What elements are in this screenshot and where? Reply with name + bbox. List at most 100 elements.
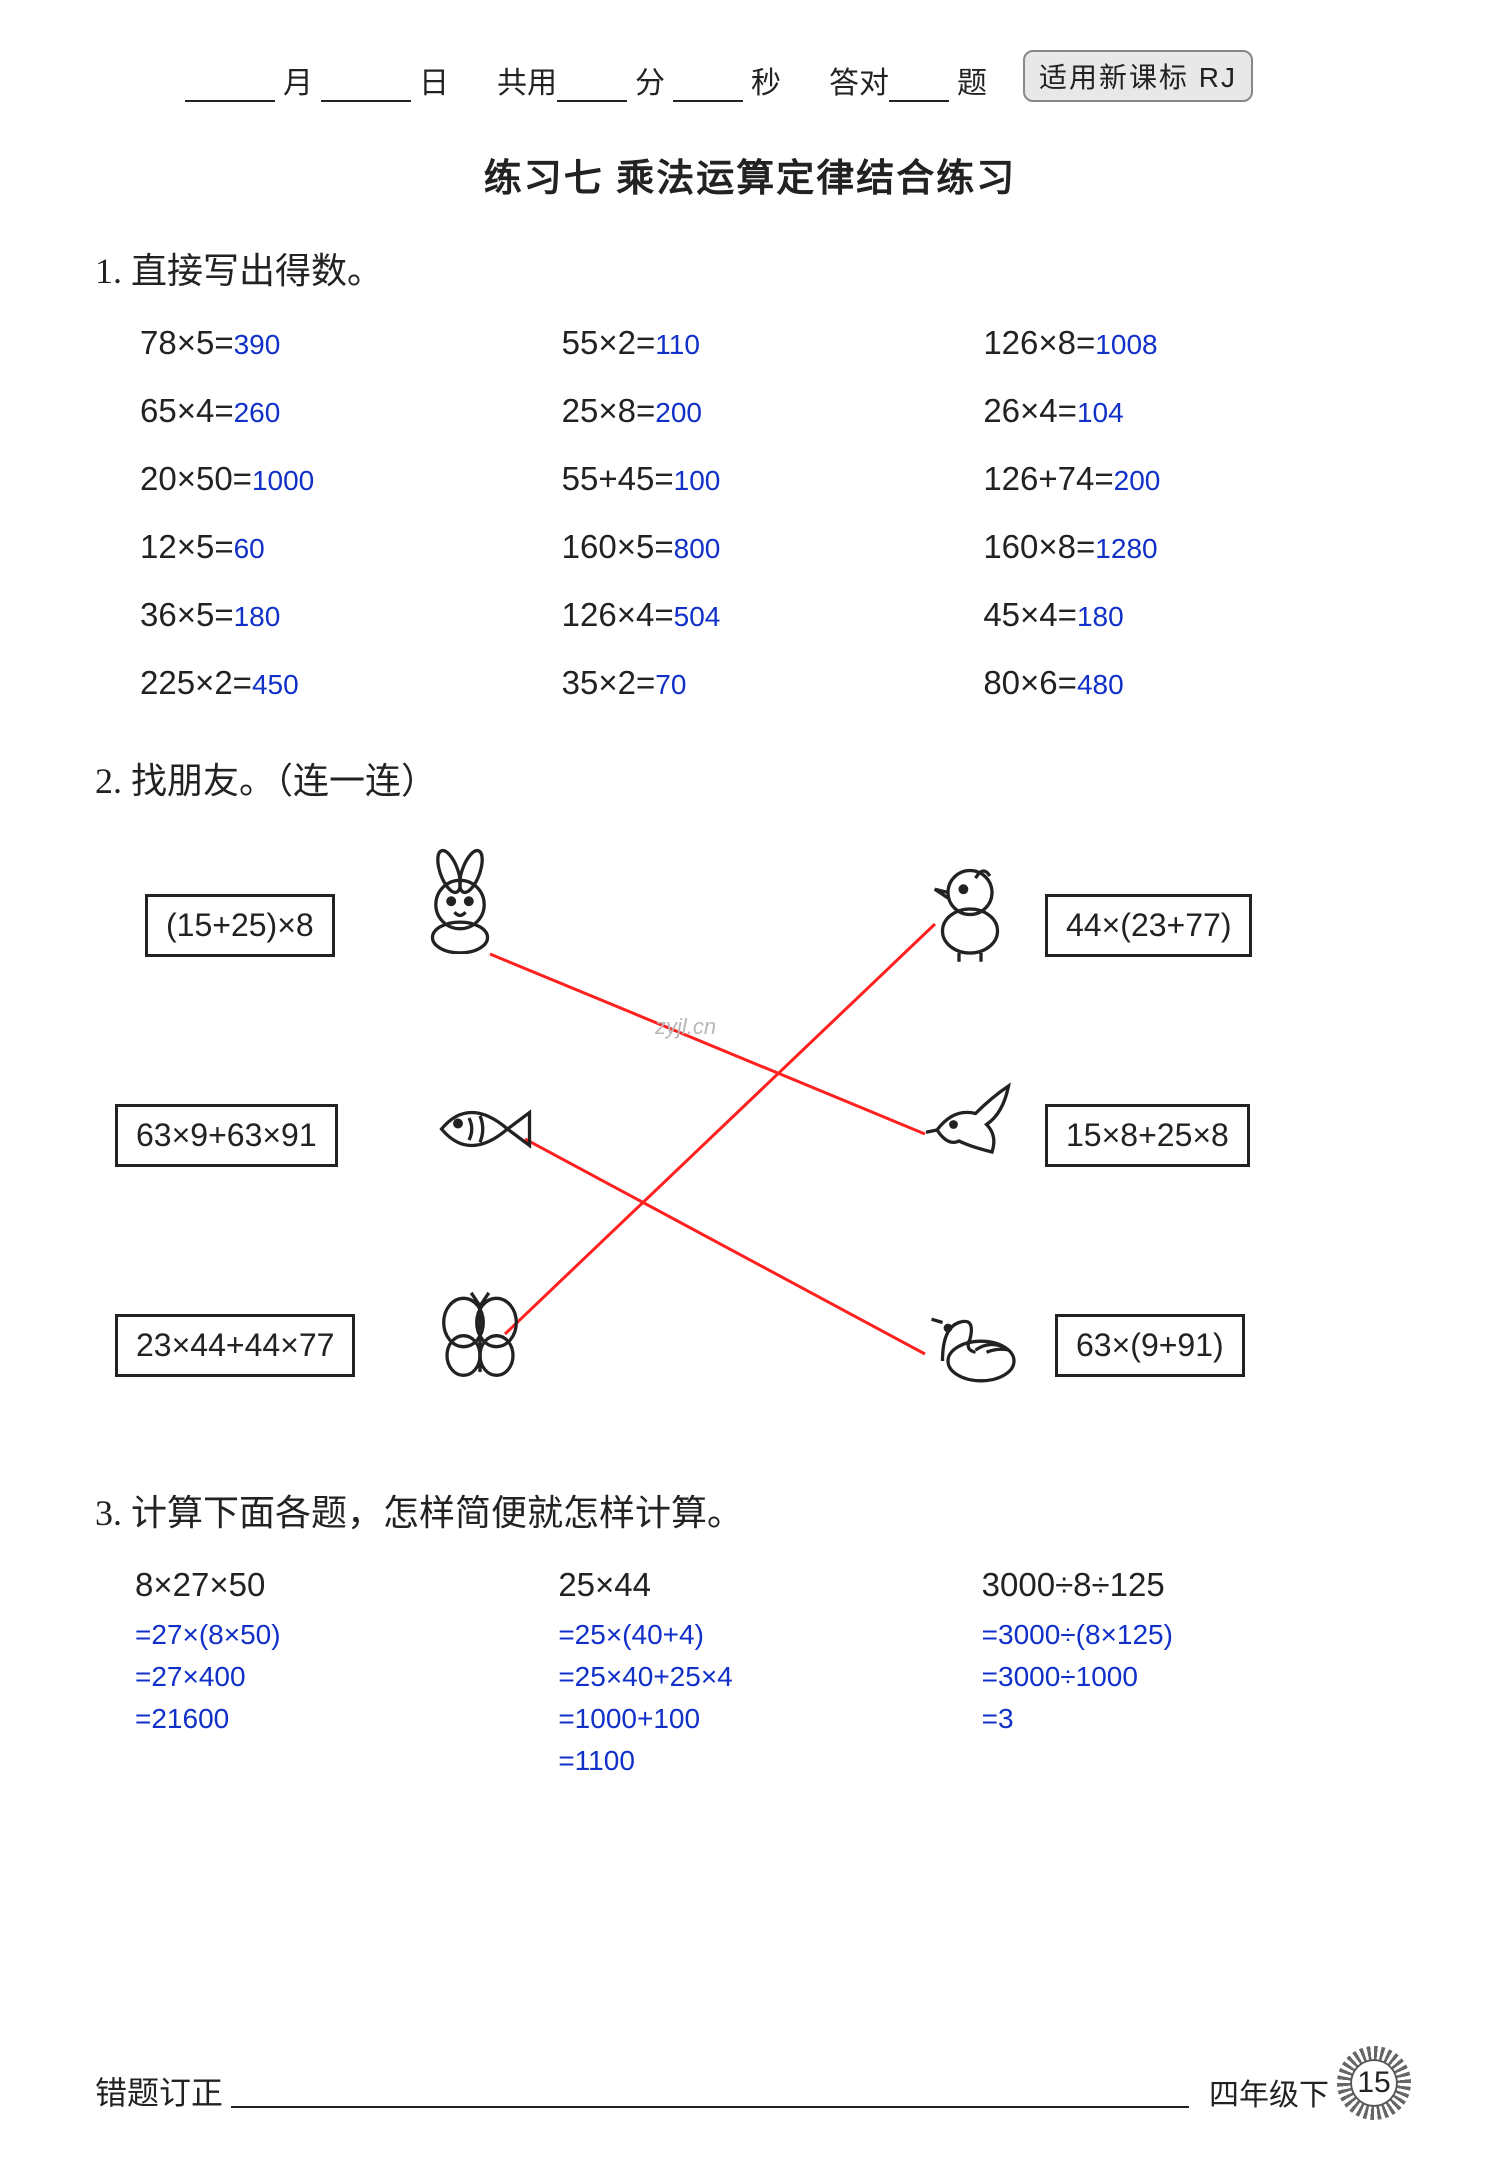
q1-answer: 1000 [252, 465, 314, 496]
dove-icon [915, 1064, 1025, 1174]
q3-step: =27×(8×50) [135, 1619, 558, 1651]
q3-step: =1000+100 [558, 1703, 981, 1735]
q1-item: 36×5=180 [140, 596, 562, 634]
label-month: 月 [283, 58, 313, 102]
label-correct-prefix: 答对 [829, 58, 889, 102]
q1-answer: 100 [674, 465, 721, 496]
q3-step: =3000÷(8×125) [982, 1619, 1405, 1651]
q1-item: 126×4=504 [562, 596, 984, 634]
q2-heading: 2. 找朋友。（连一连） [95, 752, 1405, 804]
q3-step: =27×400 [135, 1661, 558, 1693]
q1-item: 35×2=70 [562, 664, 984, 702]
q1-item: 55×2=110 [562, 324, 984, 362]
label-day: 日 [419, 58, 449, 102]
q3-column: 3000÷8÷125=3000÷(8×125)=3000÷1000=3 [982, 1566, 1405, 1787]
q1-expression: 26×4= [983, 392, 1077, 429]
q1-expression: 160×5= [562, 528, 674, 565]
q1-heading: 1. 直接写出得数。 [95, 242, 1405, 294]
q1-expression: 12×5= [140, 528, 234, 565]
q1-expression: 55×2= [562, 324, 656, 361]
expression-box: 63×(9+91) [1055, 1314, 1245, 1377]
q1-answer: 260 [234, 397, 281, 428]
expression-box: 44×(23+77) [1045, 894, 1252, 957]
q1-expression: 65×4= [140, 392, 234, 429]
q1-answer: 110 [655, 329, 700, 360]
worksheet-header: 月 日 共用 分 秒 答对 题 适用新课标 RJ [185, 50, 1405, 102]
q3-step: =3000÷1000 [982, 1661, 1405, 1693]
rabbit-icon [405, 844, 515, 954]
q1-item: 45×4=180 [983, 596, 1405, 634]
q1-item: 12×5=60 [140, 528, 562, 566]
q3-heading: 3. 计算下面各题，怎样简便就怎样计算。 [95, 1484, 1405, 1536]
chick-icon [915, 854, 1025, 964]
q3-step: =3 [982, 1703, 1405, 1735]
q3-column: 8×27×50=27×(8×50)=27×400=21600 [135, 1566, 558, 1787]
label-min: 分 [635, 58, 665, 102]
q1-expression: 45×4= [983, 596, 1077, 633]
expression-box: 23×44+44×77 [115, 1314, 355, 1377]
q1-answer: 104 [1077, 397, 1124, 428]
q1-item: 20×50=1000 [140, 460, 562, 498]
q1-expression: 126×8= [983, 324, 1095, 361]
q1-grid: 78×5=39055×2=110126×8=100865×4=26025×8=2… [95, 324, 1405, 702]
q1-item: 80×6=480 [983, 664, 1405, 702]
label-sec: 秒 [751, 58, 781, 102]
q1-item: 25×8=200 [562, 392, 984, 430]
q1-answer: 70 [655, 669, 686, 700]
butterfly-icon [425, 1284, 535, 1394]
q1-answer: 390 [234, 329, 281, 360]
expression-box: 15×8+25×8 [1045, 1104, 1250, 1167]
q1-expression: 225×2= [140, 664, 252, 701]
q3-problem: 25×44 [558, 1566, 981, 1604]
q3-step: =1100 [558, 1745, 981, 1777]
q1-expression: 126+74= [983, 460, 1113, 497]
q1-expression: 36×5= [140, 596, 234, 633]
swan-icon [915, 1284, 1025, 1394]
q1-item: 126+74=200 [983, 460, 1405, 498]
q1-answer: 1008 [1095, 329, 1157, 360]
match-line [505, 924, 935, 1334]
q1-expression: 55+45= [562, 460, 674, 497]
q1-item: 160×5=800 [562, 528, 984, 566]
q3-step: =25×(40+4) [558, 1619, 981, 1651]
q1-answer: 200 [655, 397, 702, 428]
footer-grade: 四年级下 [1209, 2070, 1329, 2114]
q1-answer: 180 [234, 601, 281, 632]
page-footer: 错题订正 四年级下 15 [95, 2052, 1405, 2114]
fish-icon [425, 1074, 535, 1184]
q1-item: 65×4=260 [140, 392, 562, 430]
footer-label: 错题订正 [95, 2068, 223, 2114]
page-number-badge: 15 [1343, 2052, 1405, 2114]
watermark: zyjl.cn [655, 1014, 716, 1040]
q1-item: 126×8=1008 [983, 324, 1405, 362]
q1-expression: 78×5= [140, 324, 234, 361]
q1-expression: 35×2= [562, 664, 656, 701]
q1-item: 160×8=1280 [983, 528, 1405, 566]
edition-badge: 适用新课标 RJ [1023, 50, 1253, 102]
q1-expression: 126×4= [562, 596, 674, 633]
label-time-prefix: 共用 [497, 58, 557, 102]
q3-step: =21600 [135, 1703, 558, 1735]
match-line [490, 954, 925, 1134]
q1-answer: 1280 [1095, 533, 1157, 564]
q1-answer: 180 [1077, 601, 1124, 632]
q1-answer: 480 [1077, 669, 1124, 700]
q3-step: =25×40+25×4 [558, 1661, 981, 1693]
q3-column: 25×44 =25×(40+4) =25×40+25×4 =1000+100 =1100 [558, 1566, 981, 1787]
q1-expression: 80×6= [983, 664, 1077, 701]
q1-answer: 800 [674, 533, 721, 564]
q1-answer: 450 [252, 669, 299, 700]
q1-item: 26×4=104 [983, 392, 1405, 430]
q1-expression: 25×8= [562, 392, 656, 429]
q1-expression: 20×50= [140, 460, 252, 497]
match-line [525, 1139, 925, 1354]
q2-matching-area: (15+25)×863×9+63×9123×44+44×7744×(23+77)… [95, 824, 1405, 1434]
q1-answer: 60 [234, 533, 265, 564]
q1-item: 78×5=390 [140, 324, 562, 362]
page-title: 练习七 乘法运算定律结合练习 [95, 147, 1405, 202]
q1-answer: 504 [674, 601, 721, 632]
q1-item: 225×2=450 [140, 664, 562, 702]
expression-box: 63×9+63×91 [115, 1104, 338, 1167]
label-unit: 题 [957, 58, 987, 102]
q3-grid: 8×27×50=27×(8×50)=27×400=2160025×44=25×(… [95, 1566, 1405, 1787]
